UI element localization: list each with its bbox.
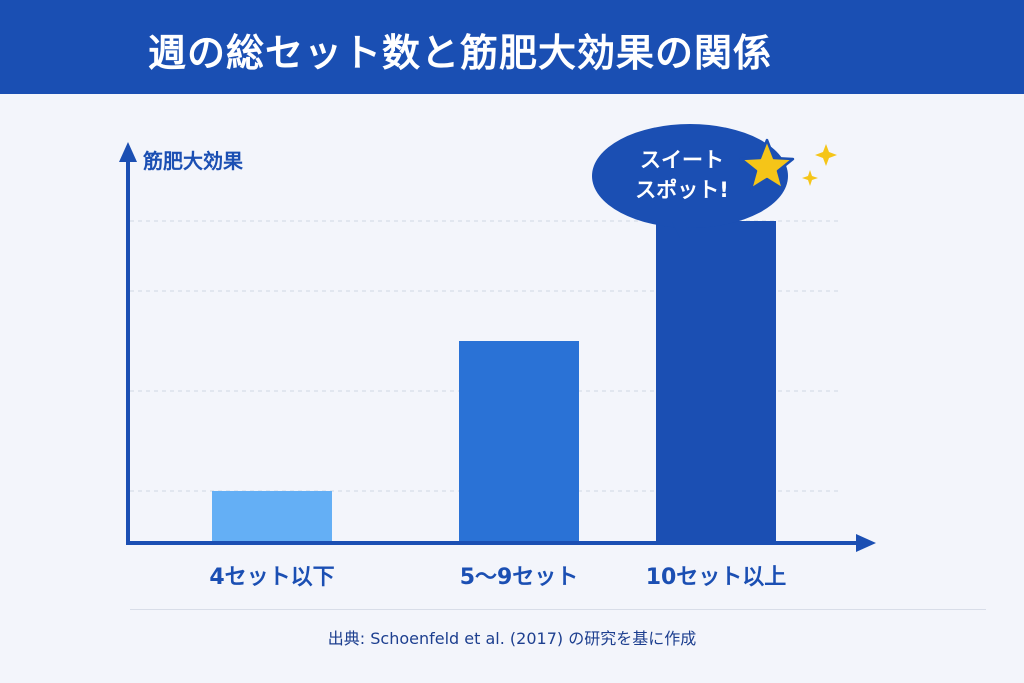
annotation-bubble: スイート スポット!: [592, 124, 788, 238]
y-axis-label: 筋肥大効果: [143, 149, 243, 173]
annotation-text-line2: スポット!: [635, 178, 729, 202]
star-icon: [739, 138, 795, 191]
bar-1: [212, 491, 332, 541]
annotation-text-line1: スイート: [640, 148, 724, 172]
footer-divider: [130, 609, 986, 610]
x-axis-arrow-icon: [856, 534, 876, 552]
sparkle-icon: [802, 144, 837, 186]
y-axis-arrow-icon: [119, 142, 137, 162]
bar-2: [459, 341, 579, 541]
source-note: 出典: Schoenfeld et al. (2017) の研究を基に作成: [327, 629, 697, 648]
x-tick-label: 4セット以下: [209, 565, 334, 590]
page-title: 週の総セット数と筋肥大効果の関係: [148, 31, 773, 75]
bar-3: [656, 221, 776, 541]
x-tick-labels: 4セット以下 5〜9セット 10セット以上: [209, 565, 786, 590]
bars: [212, 221, 776, 541]
header-bar: 週の総セット数と筋肥大効果の関係: [0, 0, 1024, 94]
x-tick-label: 10セット以上: [646, 565, 787, 590]
x-tick-label: 5〜9セット: [460, 565, 579, 590]
